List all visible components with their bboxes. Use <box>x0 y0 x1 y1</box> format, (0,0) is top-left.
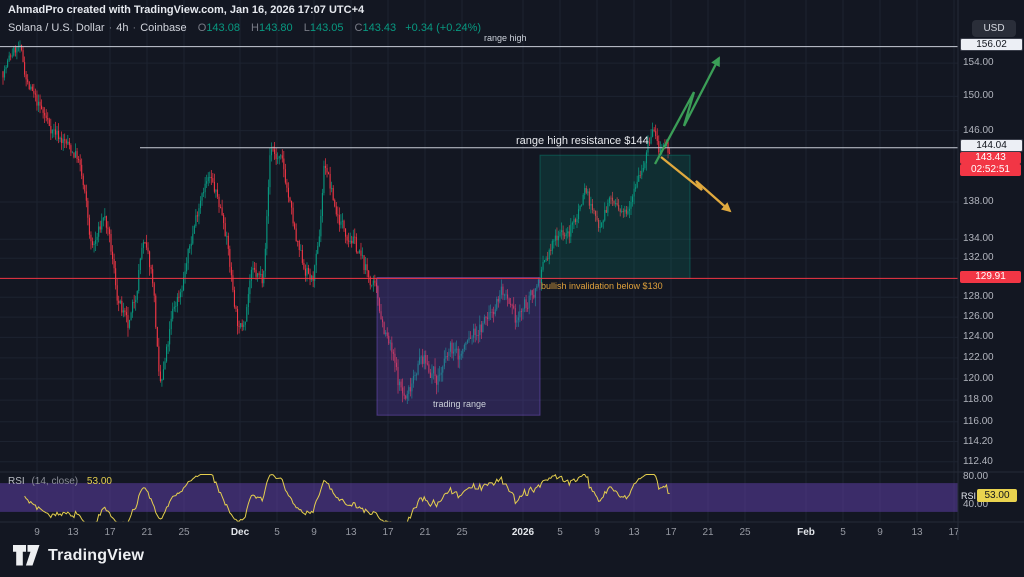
time-tick: 25 <box>178 527 190 538</box>
close-value: 143.43 <box>362 22 397 34</box>
range-high-price-badge: 156.02 <box>960 38 1023 51</box>
attribution-text: AhmadPro created with TradingView.com, J… <box>8 4 365 16</box>
time-tick: 17 <box>382 527 394 538</box>
range-high-label[interactable]: range high <box>484 33 527 43</box>
rsi-legend[interactable]: RSI (14, close) 53.00 <box>8 476 112 487</box>
open-label: O <box>197 22 207 34</box>
invalidation-price-badge: 129.91 <box>960 271 1021 283</box>
price-tick: 150.00 <box>963 90 994 101</box>
time-tick: 9 <box>877 527 883 538</box>
high-label: H <box>251 22 259 34</box>
time-tick: 17 <box>104 527 116 538</box>
price-tick: 114.20 <box>963 436 993 447</box>
exchange-label: Coinbase <box>140 22 187 34</box>
time-tick: 17 <box>665 527 677 538</box>
symbol-legend[interactable]: Solana / U.S. Dollar · 4h · Coinbase O143.08… <box>8 22 481 34</box>
currency-toggle-button[interactable]: USD <box>972 20 1016 37</box>
interval-label[interactable]: 4h <box>116 22 129 34</box>
price-tick: 128.00 <box>963 291 994 302</box>
time-tick: 9 <box>594 527 600 538</box>
price-tick: 132.00 <box>963 252 994 263</box>
low-label: L <box>303 22 310 34</box>
price-axis[interactable]: 154.00 150.00 146.00 138.00 134.00 132.00 128.… <box>958 0 1024 540</box>
time-tick: 25 <box>456 527 468 538</box>
time-tick: 5 <box>840 527 846 538</box>
open-value: 143.08 <box>206 22 240 34</box>
time-tick: Dec <box>230 527 250 538</box>
legend-separator: · <box>108 22 113 34</box>
rsi-upper-scale-label: 80.00 <box>963 471 989 482</box>
time-tick: 21 <box>702 527 714 538</box>
legend-separator: · <box>132 22 137 34</box>
price-tick: 124.00 <box>963 331 994 342</box>
price-tick: 112.40 <box>963 456 993 467</box>
time-tick: 21 <box>419 527 431 538</box>
time-tick: Feb <box>797 527 815 538</box>
tradingview-wordmark: TradingView <box>48 546 145 564</box>
price-tick: 118.00 <box>963 394 993 405</box>
tradingview-watermark[interactable]: TradingView <box>13 545 144 566</box>
time-tick: 13 <box>911 527 923 538</box>
change-value: +0.34 (+0.24%) <box>405 22 482 34</box>
time-axis[interactable]: 9 13 17 21 25 Dec 5 9 13 17 21 25 2026 5 9 13 17 21 25 Feb 5… <box>0 522 958 540</box>
rsi-value-badge: 53.00 <box>977 489 1017 502</box>
time-tick: 9 <box>311 527 317 538</box>
price-tick: 138.00 <box>963 196 994 207</box>
rsi-value: 53.00 <box>86 476 112 487</box>
low-value: 143.05 <box>309 22 344 34</box>
time-tick: 13 <box>628 527 640 538</box>
time-tick: 13 <box>345 527 357 538</box>
time-tick: 25 <box>739 527 751 538</box>
price-tick: 134.00 <box>963 233 994 244</box>
time-tick: 13 <box>67 527 79 538</box>
rsi-title: RSI <box>8 476 25 487</box>
price-tick: 120.00 <box>963 373 994 384</box>
price-tick: 146.00 <box>963 125 994 136</box>
trading-range-label[interactable]: trading range <box>433 399 487 409</box>
price-tick: 126.00 <box>963 311 994 322</box>
tradingview-logo-icon <box>13 545 40 566</box>
time-tick: 5 <box>274 527 280 538</box>
time-tick: 9 <box>34 527 40 538</box>
time-tick: 5 <box>557 527 563 538</box>
time-tick: 2026 <box>511 527 535 538</box>
resistance-label[interactable]: range high resistance $144 <box>516 135 649 147</box>
price-tick: 116.00 <box>963 416 993 427</box>
time-tick: 17 <box>948 527 958 538</box>
invalidation-label[interactable]: bullish invalidation below $130 <box>541 281 663 291</box>
high-value: 143.80 <box>258 22 293 34</box>
price-tick: 122.00 <box>963 352 994 363</box>
resistance-price-badge: 144.04 <box>960 139 1023 152</box>
time-tick: 21 <box>141 527 153 538</box>
last-price-badge: 143.43 <box>960 152 1021 164</box>
rsi-lower-scale-label: 40.00 <box>963 499 989 510</box>
rsi-badge-label: RSI <box>961 491 977 501</box>
bar-countdown-badge: 02:52:51 <box>960 164 1021 176</box>
close-label: C <box>354 22 363 34</box>
rsi-params: (14, close) <box>31 476 79 487</box>
symbol-title[interactable]: Solana / U.S. Dollar <box>8 22 105 34</box>
price-tick: 154.00 <box>963 57 994 68</box>
